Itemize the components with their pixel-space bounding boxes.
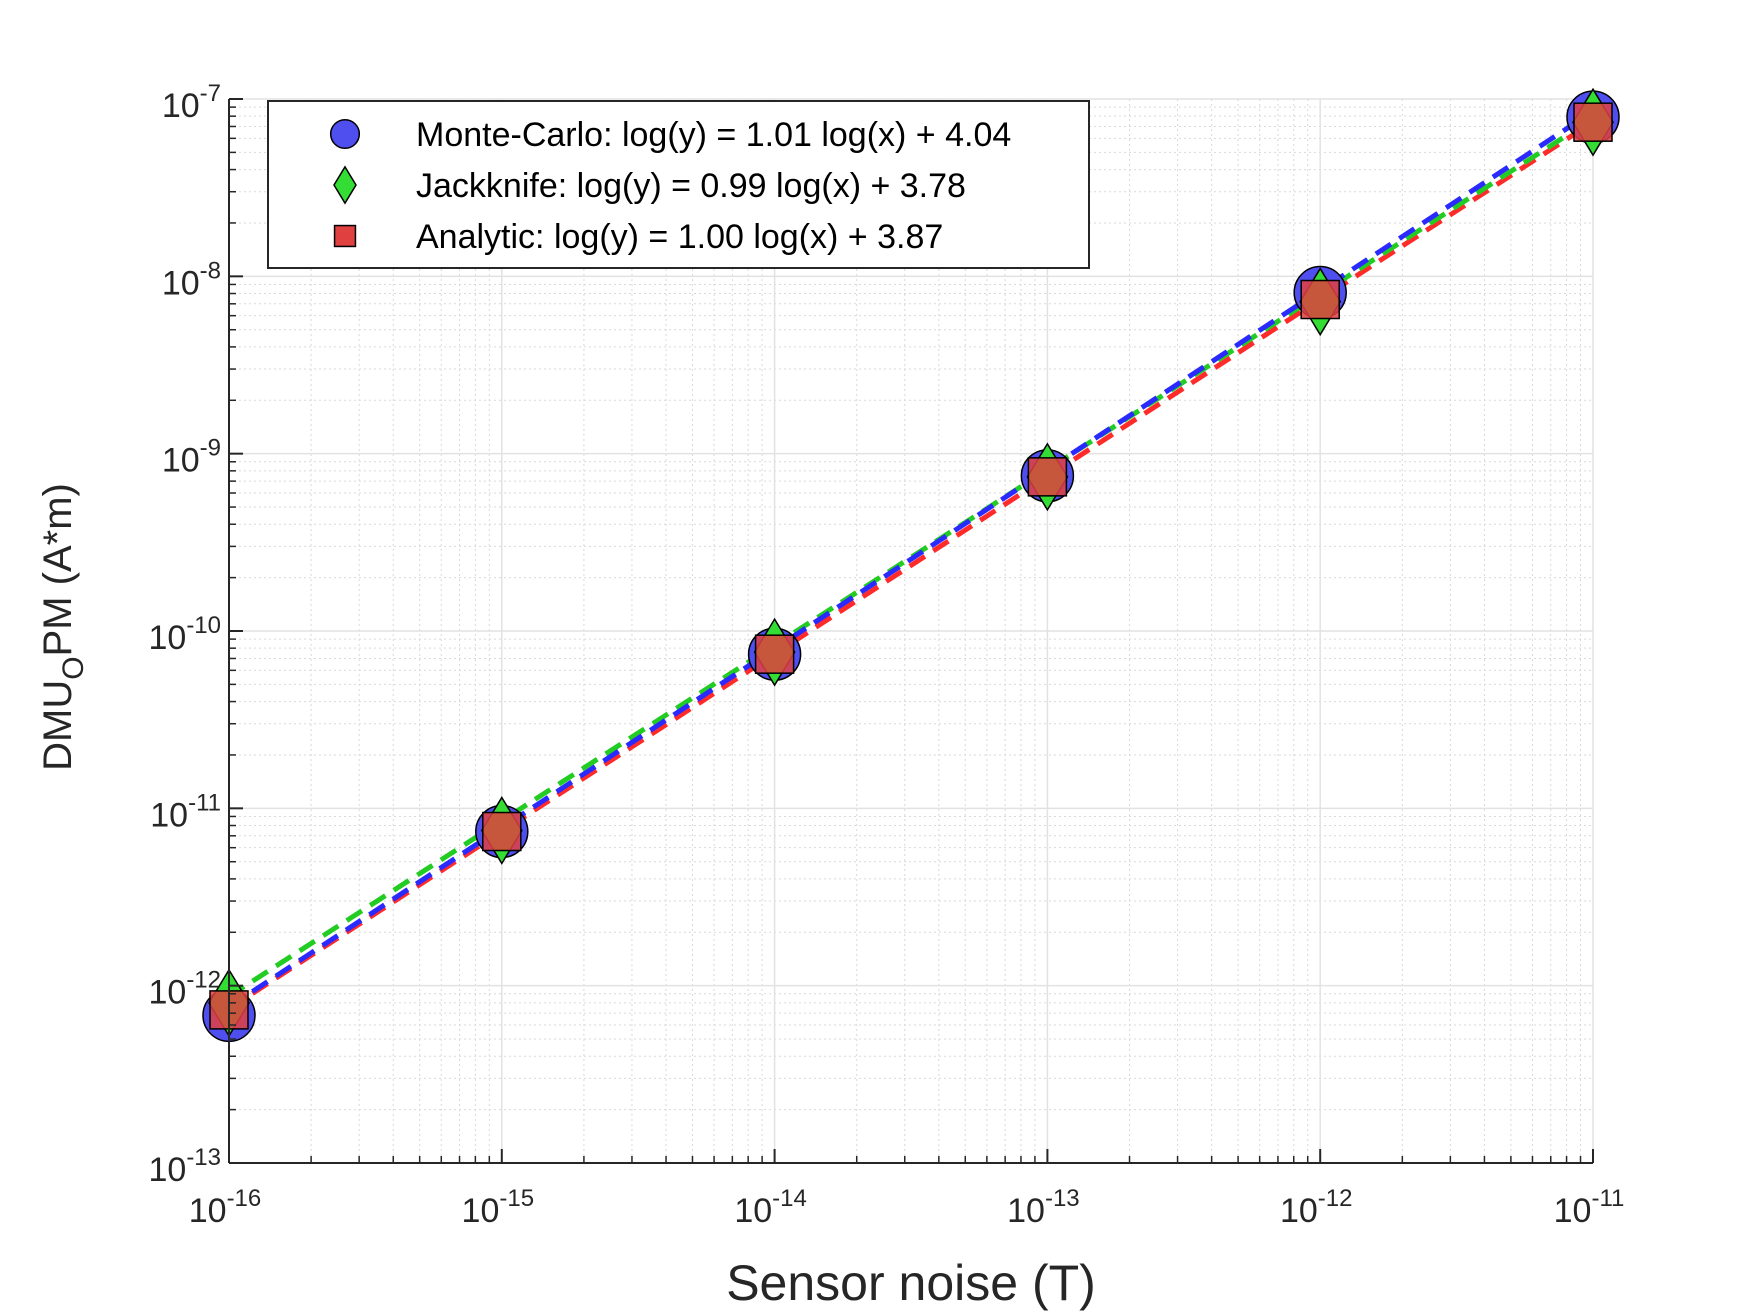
y-axis-title: DMUOPM (A*m) [36, 483, 90, 771]
y-axis-title-main: DMU [36, 680, 80, 771]
legend-box [267, 100, 1090, 269]
x-tick-label-exponent: -12 [1318, 1185, 1353, 1212]
square-marker [1027, 457, 1068, 497]
y-tick-label-exponent: -10 [186, 612, 221, 639]
y-tick-label-exponent: -8 [200, 257, 221, 284]
y-tick-label-exponent: -12 [186, 967, 221, 994]
legend-label: Analytic: log(y) = 1.00 log(x) + 3.87 [416, 218, 943, 256]
square-marker [754, 634, 795, 674]
axes [228, 98, 1594, 1164]
x-tick-label: 10-16 [189, 1185, 262, 1230]
y-tick-label: 10-12 [148, 967, 221, 1012]
x-tick-label-base: 10 [734, 1192, 772, 1230]
x-tick-label: 10-14 [734, 1185, 807, 1230]
legend-square-icon [333, 224, 357, 248]
fit-line [227, 109, 1595, 1010]
x-tick-label: 10-13 [1007, 1185, 1080, 1230]
y-tick-label-exponent: -13 [186, 1144, 221, 1171]
x-axis-title: Sensor noise (T) [726, 1255, 1096, 1311]
fit-line [227, 116, 1595, 999]
x-tick-label: 10-12 [1280, 1185, 1353, 1230]
y-tick-label-exponent: -7 [200, 80, 221, 107]
data-markers [202, 87, 1620, 1043]
y-tick-label-base: 10 [148, 619, 186, 657]
x-tick-label-base: 10 [189, 1192, 227, 1230]
x-tick-label-exponent: -11 [1591, 1185, 1624, 1212]
square-marker [1300, 279, 1340, 320]
y-tick-label-base: 10 [150, 796, 188, 834]
x-tick-label-exponent: -15 [499, 1185, 534, 1212]
legend: Monte-Carlo: log(y) = 1.01 log(x) + 4.04… [267, 100, 1090, 269]
x-tick-label-base: 10 [462, 1192, 500, 1230]
y-tick-label-base: 10 [162, 264, 200, 302]
y-tick-label: 10-8 [162, 257, 221, 302]
fit-lines [227, 109, 1595, 1011]
x-tick-label: 10-15 [462, 1185, 535, 1230]
square-marker [482, 811, 522, 852]
y-tick-label-exponent: -11 [188, 789, 221, 816]
legend-circle-icon [329, 118, 361, 150]
x-tick-label-exponent: -13 [1045, 1185, 1080, 1212]
square-marker [1573, 102, 1613, 142]
y-tick-label: 10-7 [162, 80, 221, 125]
y-tick-label-base: 10 [148, 974, 186, 1012]
x-tick-label-base: 10 [1280, 1192, 1318, 1230]
y-tick-label: 10-9 [162, 435, 221, 480]
x-tick-label-base: 10 [1554, 1192, 1592, 1230]
x-tick-label-exponent: -14 [772, 1185, 807, 1212]
fit-line [227, 119, 1595, 1011]
y-tick-label: 10-11 [150, 789, 221, 834]
y-tick-label-exponent: -9 [200, 435, 221, 462]
y-tick-label-base: 10 [162, 442, 200, 480]
x-tick-label-base: 10 [1007, 1192, 1045, 1230]
legend-diamond-icon [333, 165, 357, 205]
y-axis-title-rest: PM (A*m) [36, 483, 80, 656]
y-tick-label-base: 10 [162, 87, 200, 125]
x-tick-label-exponent: -16 [227, 1185, 262, 1212]
y-axis-title-sub: O [57, 656, 90, 679]
x-tick-label: 10-11 [1554, 1185, 1625, 1230]
y-tick-label: 10-13 [148, 1144, 221, 1189]
y-tick-label-base: 10 [148, 1151, 186, 1189]
tick-labels: 10-16 10-15 10-14 10-13 10-12 10-1110-1310-12… [148, 80, 1624, 1230]
legend-label: Jackknife: log(y) = 0.99 log(x) + 3.78 [416, 167, 966, 205]
y-tick-label: 10-10 [148, 612, 221, 657]
legend-label: Monte-Carlo: log(y) = 1.01 log(x) + 4.04 [416, 116, 1011, 154]
